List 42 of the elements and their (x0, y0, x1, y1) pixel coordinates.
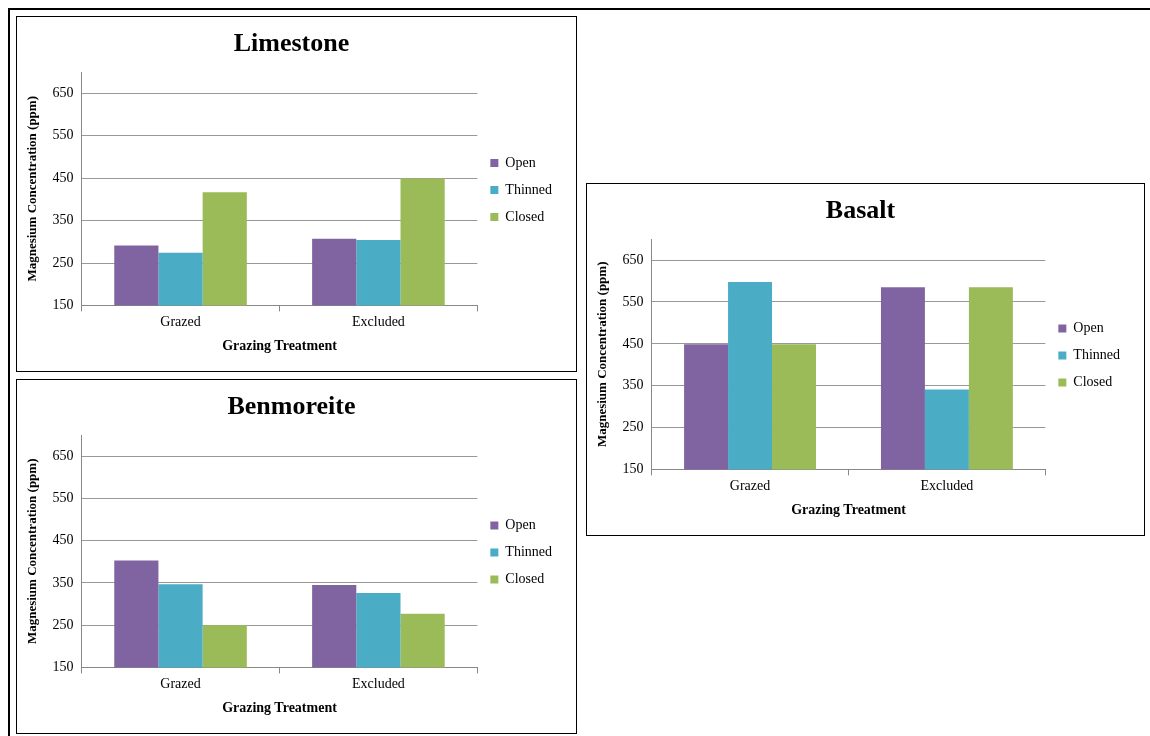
y-tick-label: 650 (52, 85, 74, 101)
y-tick-label: 150 (622, 461, 644, 477)
legend-label: Thinned (1073, 347, 1120, 363)
chart-title: Benmoreite (227, 391, 356, 421)
y-tick-label: 250 (52, 254, 74, 270)
y-tick-label: 350 (52, 212, 74, 228)
x-tick-label: Grazed (160, 676, 201, 692)
chart-title: Basalt (825, 195, 896, 225)
y-tick-label: 350 (52, 574, 74, 590)
legend-label: Thinned (505, 181, 552, 197)
x-axis-title: Grazing Treatment (222, 338, 338, 354)
x-axis-title: Grazing Treatment (791, 502, 907, 518)
y-tick-label: 550 (622, 293, 644, 309)
legend-label: Open (505, 517, 536, 533)
x-axis-title: Grazing Treatment (222, 700, 338, 716)
legend-label: Closed (505, 208, 545, 224)
y-tick-label: 150 (52, 659, 74, 675)
y-axis-title: Magnesium Concentration (ppm) (594, 261, 610, 448)
x-tick-label: Grazed (160, 314, 201, 330)
y-tick-label: 350 (622, 377, 644, 393)
y-tick-label: 250 (622, 419, 644, 435)
legend-label: Closed (505, 571, 545, 587)
x-tick-label: Excluded (351, 676, 405, 692)
x-tick-label: Grazed (729, 478, 771, 494)
y-tick-label: 150 (52, 297, 74, 313)
legend-label: Open (505, 154, 536, 170)
legend-label: Thinned (505, 544, 552, 560)
y-tick-label: 550 (52, 490, 74, 506)
y-tick-label: 450 (52, 532, 74, 548)
y-tick-label: 250 (52, 616, 74, 632)
y-tick-label: 650 (52, 447, 74, 463)
y-tick-label: 550 (52, 127, 74, 143)
y-tick-label: 650 (622, 251, 644, 267)
x-tick-label: Excluded (351, 314, 405, 330)
x-tick-label: Excluded (920, 478, 974, 494)
chart-title: Limestone (233, 28, 350, 58)
y-axis-title: Magnesium Concentration (ppm) (24, 458, 40, 645)
legend-label: Closed (1073, 374, 1113, 390)
y-axis-title: Magnesium Concentration (ppm) (24, 96, 40, 282)
y-tick-label: 450 (622, 335, 644, 351)
y-tick-label: 450 (52, 169, 74, 185)
legend-label: Open (1073, 320, 1104, 336)
